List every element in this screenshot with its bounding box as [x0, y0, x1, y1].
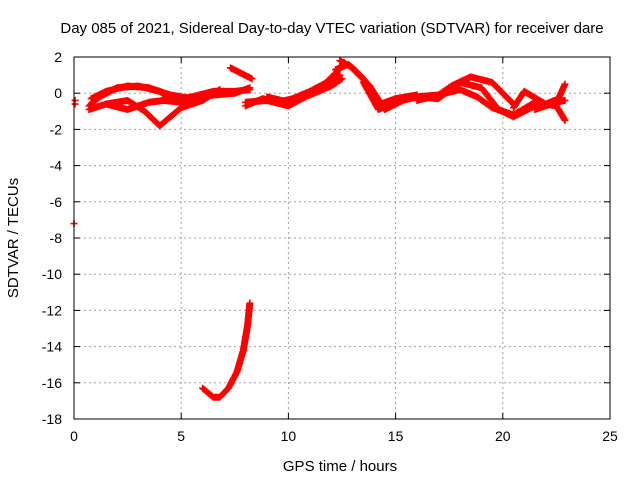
data-marker	[531, 96, 569, 113]
x-tick-label: 25	[602, 428, 618, 444]
y-tick-label: -10	[42, 266, 62, 282]
data-marker	[227, 64, 256, 83]
data-marker	[70, 96, 79, 228]
x-tick-label: 15	[388, 428, 404, 444]
y-tick-label: -16	[42, 375, 62, 391]
y-tick-label: -2	[50, 121, 63, 137]
y-tick-label: -12	[42, 302, 62, 318]
series-track-d	[102, 87, 228, 113]
y-axis-label: SDTVAR / TECUs	[5, 178, 22, 298]
grid	[74, 57, 610, 419]
data-marker	[102, 87, 228, 113]
x-axis-label: GPS time / hours	[283, 458, 397, 475]
x-tick-label: 0	[70, 428, 78, 444]
data-marker	[199, 299, 254, 401]
axis-ticks: 0 5 10 15 20 25 -18 -16 -14 -12 -10 -8 -6 -4 -2 0 2	[42, 49, 618, 444]
series-track-p	[531, 96, 569, 113]
series-track-f	[199, 299, 254, 401]
y-tick-label: -14	[42, 339, 62, 355]
x-tick-label: 10	[281, 428, 297, 444]
data-points	[70, 57, 569, 401]
x-tick-label: 20	[495, 428, 511, 444]
chart-title: Day 085 of 2021, Sidereal Day-to-day VTE…	[60, 20, 603, 37]
x-tick-label: 5	[177, 428, 185, 444]
series-isolated-start	[70, 96, 79, 228]
y-tick-label: -8	[50, 230, 63, 246]
series-track-e	[227, 64, 256, 83]
y-tick-label: -6	[50, 194, 63, 210]
y-tick-label: 2	[54, 49, 62, 65]
data-marker	[263, 75, 346, 106]
y-tick-label: -18	[42, 411, 62, 427]
series-track-i	[263, 75, 346, 106]
y-tick-label: 0	[54, 85, 62, 101]
y-tick-label: -4	[50, 158, 63, 174]
